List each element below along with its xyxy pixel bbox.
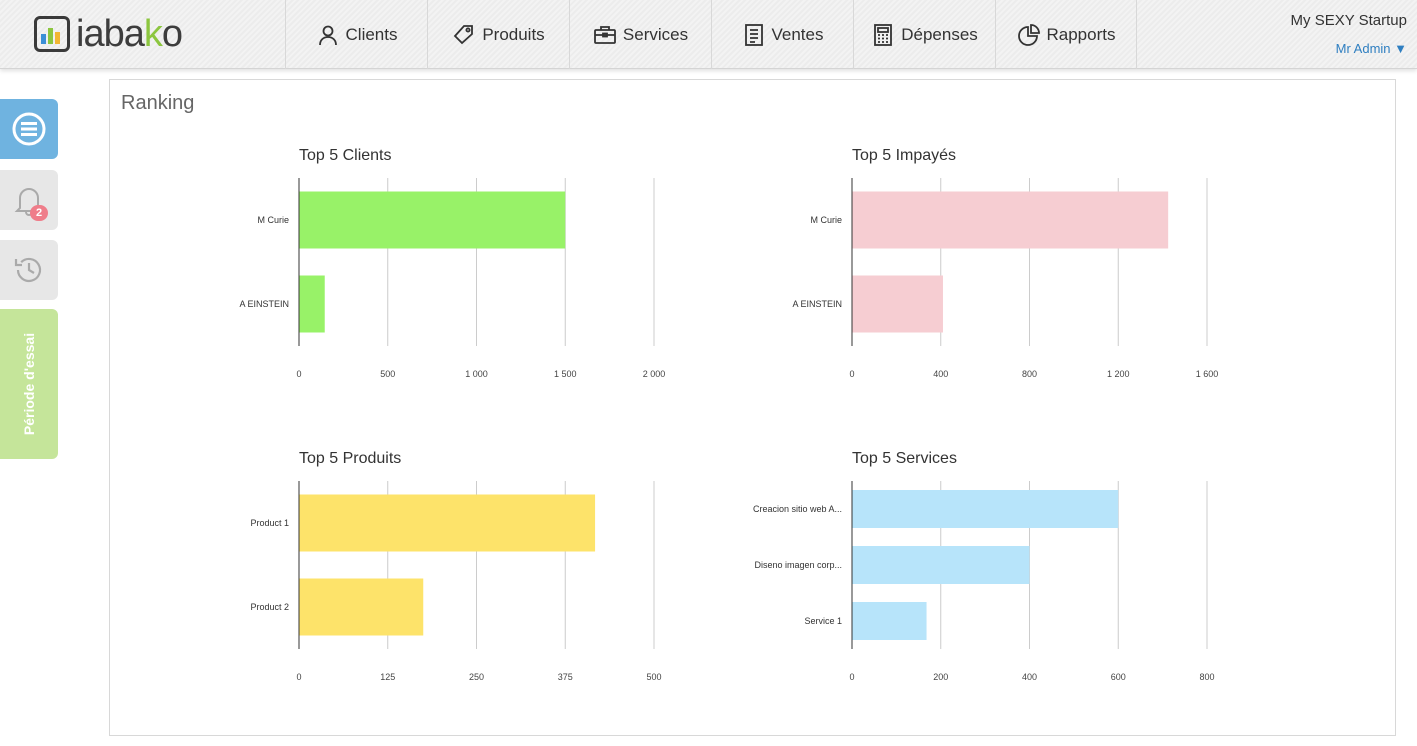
chart-1-bar: [299, 275, 325, 333]
chart-3-category-label: Product 2: [250, 602, 289, 612]
tag-icon: [454, 24, 474, 44]
document-icon: [744, 23, 763, 46]
chart-1-tick-label: 500: [380, 369, 395, 379]
chart-2-tick-label: 0: [849, 369, 854, 379]
nav-services[interactable]: Services: [569, 0, 711, 69]
chart-3-bar: [299, 494, 596, 552]
iabako-logo[interactable]: iabako: [34, 12, 183, 55]
nav-clients-label: Clients: [345, 24, 398, 44]
top-header: iabako Clients Produits Services Ventes …: [0, 0, 1417, 69]
chart-2-category-label: M Curie: [810, 215, 842, 225]
chart-3-title: Top 5 Produits: [299, 450, 401, 467]
chart-1-title: Top 5 Clients: [299, 147, 392, 164]
sidebar-history-button[interactable]: [0, 240, 58, 300]
chart-2-tick-label: 1 200: [1107, 369, 1130, 379]
chart-4-tick-label: 800: [1199, 672, 1214, 682]
chart-4-bar: [852, 490, 1119, 528]
ranking-charts: Top 5 Clients 0 500 1 000 1 500 2 000 M Curie A…: [239, 147, 1219, 682]
nav-depenses[interactable]: Dépenses: [853, 0, 995, 69]
chart-4-tick-label: 200: [933, 672, 948, 682]
chart-1-category-label: M Curie: [257, 215, 289, 225]
chart-1-tick-label: 0: [296, 369, 301, 379]
company-name: My SEXY Startup: [1290, 12, 1407, 29]
chart-4-bar: [852, 602, 927, 640]
chart-4-category-label: Diseno imagen corp...: [754, 560, 842, 570]
chart-3-tick-label: 500: [646, 672, 661, 682]
nav-rapports-label: Rapports: [1046, 24, 1116, 44]
sidebar-notifications-button[interactable]: 2: [0, 170, 58, 230]
chart-3-tick-label: 250: [469, 672, 484, 682]
pie-chart-icon: [1017, 23, 1040, 46]
chart-2-bar: [852, 275, 943, 333]
panel-title: Ranking: [121, 92, 195, 114]
chart-4-category-label: Service 1: [804, 616, 842, 626]
chart-2-title: Top 5 Impayés: [852, 147, 956, 164]
logo-chart-icon: [34, 16, 70, 52]
chart-1-tick-label: 1 500: [554, 369, 577, 379]
sidebar-trial-tab[interactable]: Période d'essai: [0, 309, 58, 459]
chart-4-tick-label: 400: [1022, 672, 1037, 682]
calculator-icon: [874, 23, 893, 46]
chart-4-tick-label: 0: [849, 672, 854, 682]
chart-2-bar: [852, 191, 1169, 249]
notification-badge: 2: [30, 205, 48, 221]
chart-2-tick-label: 400: [933, 369, 948, 379]
nav-produits[interactable]: Produits: [427, 0, 569, 69]
nav-produits-label: Produits: [482, 24, 545, 44]
chart-1-tick-label: 2 000: [643, 369, 666, 379]
trial-label: Période d'essai: [21, 332, 37, 436]
chart-2-tick-label: 1 600: [1196, 369, 1219, 379]
history-icon: [14, 257, 42, 283]
chart-3-tick-label: 0: [296, 672, 301, 682]
chart-1-bar: [299, 191, 566, 249]
chart-2-category-label: A EINSTEIN: [792, 299, 842, 309]
sidebar-menu-button[interactable]: [0, 99, 58, 159]
nav-ventes-label: Ventes: [771, 24, 824, 44]
menu-icon: [12, 112, 46, 146]
logo-text: iabako: [76, 12, 183, 55]
nav-rapports[interactable]: Rapports: [995, 0, 1137, 69]
main-nav: Clients Produits Services Ventes Dépense…: [285, 0, 1137, 69]
chart-1-category-label: A EINSTEIN: [239, 299, 289, 309]
chart-4-category-label: Creacion sitio web A...: [753, 504, 842, 514]
ranking-panel: Ranking Top 5 Clients 0 500 1 000 1 500 2 000…: [109, 79, 1396, 736]
nav-depenses-label: Dépenses: [901, 24, 978, 44]
chart-3-tick-label: 375: [558, 672, 573, 682]
chart-2-tick-label: 800: [1022, 369, 1037, 379]
nav-ventes[interactable]: Ventes: [711, 0, 853, 69]
chart-4-title: Top 5 Services: [852, 450, 957, 467]
user-icon: [318, 25, 337, 45]
nav-clients[interactable]: Clients: [285, 0, 427, 69]
briefcase-icon: [594, 25, 616, 44]
chart-3-category-label: Product 1: [250, 518, 289, 528]
chart-4-tick-label: 600: [1111, 672, 1126, 682]
chart-3-tick-label: 125: [380, 672, 395, 682]
chart-4-bar: [852, 546, 1030, 584]
user-menu[interactable]: Mr Admin ▼: [1335, 41, 1407, 56]
chart-1-tick-label: 1 000: [465, 369, 488, 379]
nav-services-label: Services: [622, 24, 689, 44]
chart-3-bar: [299, 578, 424, 636]
